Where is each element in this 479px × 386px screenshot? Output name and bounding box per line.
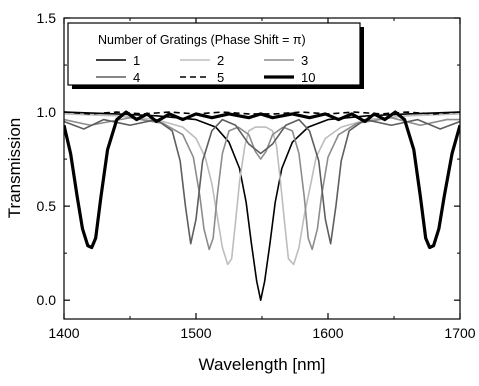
series-line-1 [64,111,460,301]
legend-label-2: 2 [217,53,224,68]
x-tick-label: 1400 [48,325,79,341]
series-line-10 [64,110,460,250]
legend-box [67,22,361,86]
legend-label-4: 4 [133,70,140,85]
x-axis-title: Wavelength [nm] [199,355,326,374]
series-layer [64,110,460,301]
legend-label-10: 10 [301,70,315,85]
series-line-4 [64,118,460,245]
x-tick-label: 1700 [444,325,475,341]
y-axis-title: Transmission [5,118,24,218]
series-line-5 [64,111,460,115]
y-tick-label: 0.5 [37,198,57,214]
legend: Number of Gratings (Phase Shift = π) 1 2 3 4… [67,22,364,89]
y-tick-label: 1.5 [37,10,57,26]
series-line-3 [64,116,460,251]
legend-label-5: 5 [217,70,224,85]
legend-label-1: 1 [133,53,140,68]
axis-ticks: 1400 1500 1600 1700 0.0 0.5 1.0 1.5 [37,10,476,341]
legend-title: Number of Gratings (Phase Shift = π) [98,33,306,47]
series-line-2 [64,113,460,266]
y-tick-label: 0.0 [37,292,57,308]
x-tick-label: 1500 [180,325,211,341]
y-tick-label: 1.0 [37,104,57,120]
x-tick-label: 1600 [312,325,343,341]
legend-label-3: 3 [301,53,308,68]
